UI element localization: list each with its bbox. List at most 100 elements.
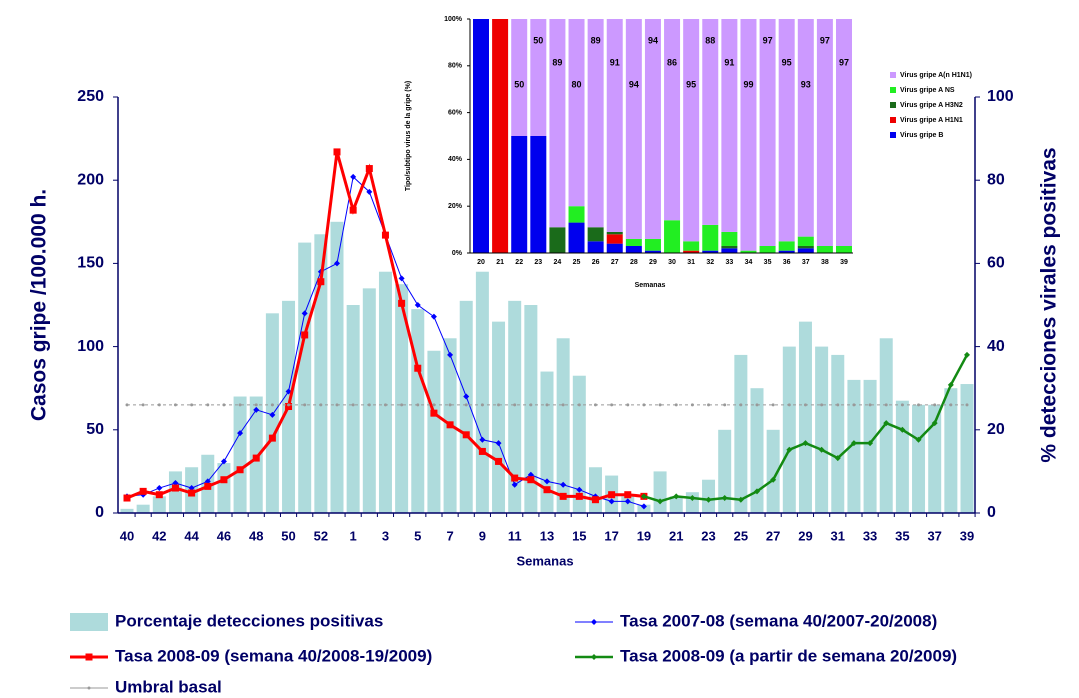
point (495, 457, 503, 465)
point (933, 403, 937, 407)
point (416, 403, 420, 407)
stacked-bar (740, 250, 757, 253)
point (657, 498, 664, 505)
bar (556, 338, 570, 513)
stacked-bar (530, 136, 547, 253)
bar (136, 504, 150, 513)
point (900, 403, 904, 407)
point (398, 275, 405, 282)
point (287, 403, 291, 407)
bar (168, 471, 182, 513)
x-tick-label: 7 (446, 528, 453, 543)
stacked-bar (778, 241, 795, 251)
y2-tick-label: 20 (987, 421, 1005, 438)
stacked-bar (721, 231, 738, 246)
point (400, 403, 404, 407)
x-tick-label: 46 (217, 528, 231, 543)
bar (782, 346, 796, 513)
stacked-bar (740, 19, 757, 251)
y2-tick-label: 60 (987, 255, 1005, 272)
y-tick-label: 100 (77, 338, 104, 355)
point (479, 436, 486, 443)
inset-y-tick-label: 40% (448, 156, 463, 163)
y-axis-title: Casos gripe /100.000 h. (28, 189, 51, 421)
x-tick-label: 39 (960, 528, 974, 543)
y2-tick-label: 80 (987, 171, 1005, 188)
x-tick-label: 40 (120, 528, 134, 543)
inset-y-title: Tipo/subtipo virus de la gripe (%) (405, 81, 412, 191)
bar (233, 396, 247, 513)
data-label: 91 (724, 57, 734, 67)
inset-legend-swatch (890, 72, 896, 78)
stacked-bar (721, 248, 738, 253)
inset-x-tick-label: 21 (496, 259, 504, 266)
bar (653, 471, 667, 513)
point (545, 403, 549, 407)
inset-legend-swatch (890, 132, 896, 138)
point (754, 488, 760, 495)
point (350, 173, 357, 180)
bar (314, 234, 328, 513)
stacked-bar (702, 250, 719, 253)
bar (362, 288, 376, 513)
point (365, 165, 373, 173)
x-tick-label: 21 (669, 528, 683, 543)
point (157, 403, 161, 407)
legend-marker (591, 619, 597, 625)
bar (395, 284, 409, 513)
stacked-bar (702, 19, 719, 225)
bar (895, 400, 909, 513)
bar (669, 496, 683, 513)
point (642, 403, 646, 407)
point (739, 403, 743, 407)
data-label: 97 (763, 35, 773, 45)
point (414, 302, 421, 308)
bar (702, 479, 716, 513)
point (190, 403, 194, 407)
point (723, 403, 727, 407)
inset-legend-label: Virus gripe A NS (900, 87, 955, 94)
stacked-bar (683, 250, 700, 253)
x-tick-label: 25 (734, 528, 748, 543)
point (818, 446, 825, 453)
point (254, 403, 258, 407)
point (367, 403, 371, 407)
inset-x-tick-label: 30 (668, 259, 676, 266)
data-label: 89 (591, 35, 601, 45)
point (529, 403, 533, 407)
point (689, 495, 696, 502)
point (446, 421, 454, 429)
point (430, 313, 437, 320)
point (640, 503, 647, 510)
x-tick-label: 3 (382, 528, 389, 543)
bar (120, 508, 134, 513)
bar (863, 379, 877, 513)
inset-legend-label: Virus gripe A H3N2 (900, 102, 963, 109)
point (268, 434, 276, 442)
legend-label: Tasa 2008-09 (a partir de semana 20/2009… (620, 646, 957, 665)
stacked-bar (797, 19, 814, 237)
bar (928, 404, 942, 513)
stacked-bar (778, 250, 795, 253)
point (915, 436, 922, 443)
point (674, 403, 678, 407)
stacked-bar (721, 19, 738, 232)
bar (524, 305, 538, 513)
point (626, 403, 630, 407)
point (593, 403, 597, 407)
bar (621, 496, 635, 513)
x-tick-label: 17 (604, 528, 618, 543)
stacked-bar (664, 19, 681, 221)
point (139, 487, 147, 495)
point (899, 426, 906, 433)
inset-legend-label: Virus gripe A H1N1 (900, 117, 963, 124)
point (381, 231, 389, 239)
inset-y-tick-label: 0% (452, 250, 463, 257)
inset-y-tick-label: 20% (448, 203, 463, 210)
point (270, 403, 274, 407)
bar (152, 496, 166, 513)
inset-legend-swatch (890, 102, 896, 108)
x-tick-label: 11 (508, 528, 522, 543)
point (414, 364, 422, 372)
point (448, 403, 452, 407)
